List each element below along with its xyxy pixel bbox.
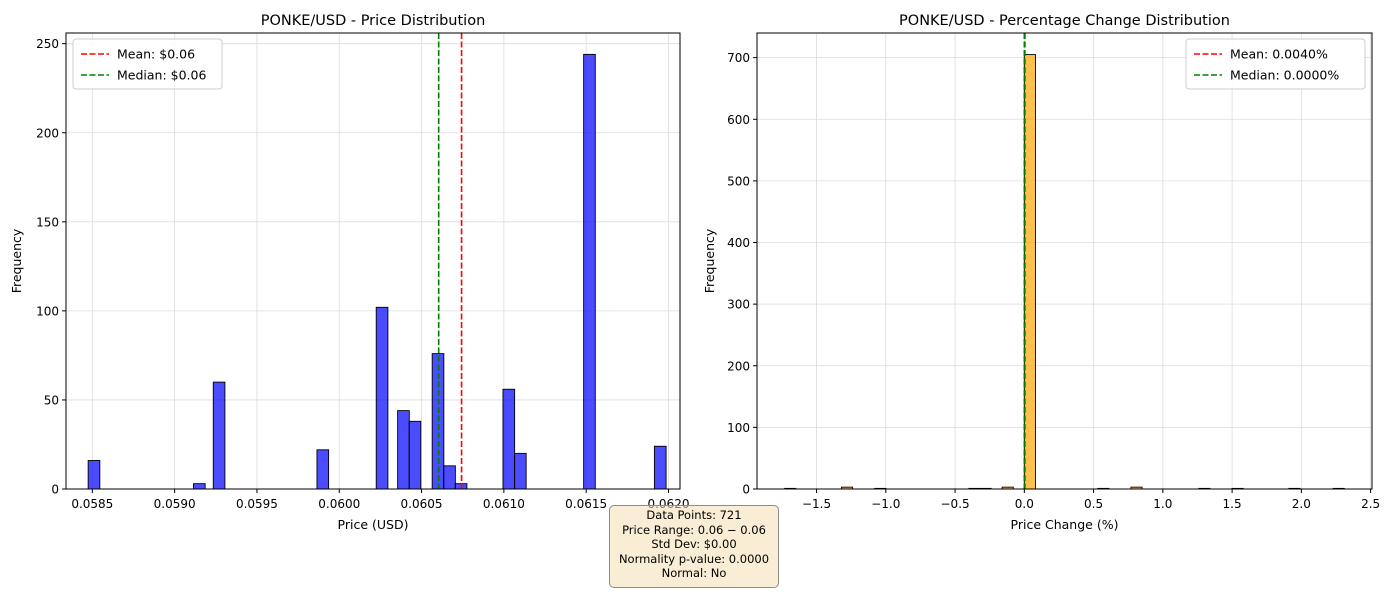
- legend-label: Median: $0.06: [117, 68, 206, 83]
- x-tick-label: −0.5: [941, 497, 970, 511]
- y-tick-label: 500: [727, 174, 750, 188]
- legend-box: [72, 38, 223, 90]
- stats-price-range: Price Range: 0.06 − 0.06: [622, 522, 766, 537]
- histogram-bar: [316, 449, 330, 490]
- y-tick-label: 300: [727, 298, 750, 312]
- axes-frame: [756, 32, 1373, 490]
- chart-title: PONKE/USD - Percentage Change Distributi…: [899, 13, 1230, 29]
- x-axis-label: Price (USD): [338, 517, 409, 532]
- stats-data-points: Data Points: 721: [646, 508, 742, 522]
- legend-label: Mean: $0.06: [117, 47, 195, 62]
- legend: Mean: $0.06 Median: $0.06: [72, 38, 223, 90]
- y-tick-label: 150: [36, 215, 59, 229]
- y-tick-label: 0: [51, 483, 59, 497]
- histogram-bar: [1023, 54, 1036, 490]
- x-tick-label: −1.0: [871, 497, 900, 511]
- stats-normality-p-value: Normality p-value: 0.0000: [618, 551, 770, 566]
- y-tick-label: 400: [727, 236, 750, 250]
- y-axis-label: Frequency: [702, 228, 717, 293]
- legend-label: Median: 0.0000%: [1230, 68, 1339, 83]
- x-tick-label: 0.0585: [71, 497, 113, 511]
- histogram-bar: [502, 388, 516, 490]
- chart-panel-pct: −1.5 −1.0 −0.5 0.0 0.5 1.0 1.5 2.0 2.5 0 100 200 300…: [702, 13, 1380, 532]
- stats-std-dev: Std Dev: $0.00: [651, 537, 737, 552]
- x-axis-label: Price Change (%): [1011, 517, 1119, 532]
- x-tick-label: 0.0610: [483, 497, 525, 511]
- x-tick-label: 0.0600: [318, 497, 360, 511]
- y-tick-label: 50: [44, 393, 59, 407]
- histogram-bar: [653, 445, 667, 490]
- chart-title: PONKE/USD - Price Distribution: [261, 13, 486, 29]
- histogram-bar: [408, 420, 422, 490]
- x-tick-label: 0.0590: [154, 497, 196, 511]
- histogram-bar: [514, 452, 527, 490]
- histogram-bar: [583, 53, 596, 490]
- legend-label: Mean: 0.0040%: [1230, 47, 1328, 62]
- y-tick-label: 200: [36, 126, 59, 140]
- histogram-bar: [397, 410, 410, 490]
- legend-box: [1185, 38, 1366, 90]
- y-tick-label: 200: [727, 359, 750, 373]
- y-axis-label: Frequency: [9, 228, 24, 293]
- histogram-bar: [375, 306, 389, 490]
- y-tick-label: 0: [742, 483, 750, 497]
- y-tick-label: 100: [727, 421, 750, 435]
- x-tick-label: 0.0605: [401, 497, 443, 511]
- x-tick-label: 2.5: [1361, 497, 1380, 511]
- x-tick-label: 2.0: [1292, 497, 1311, 511]
- legend: Mean: 0.0040% Median: 0.0000%: [1185, 38, 1366, 90]
- x-tick-label: 0.0595: [236, 497, 278, 511]
- x-tick-label: 1.5: [1223, 497, 1242, 511]
- x-tick-label: 0.5: [1084, 497, 1103, 511]
- stats-normal-flag: Normal: No: [661, 566, 727, 581]
- x-tick-label: 1.0: [1153, 497, 1172, 511]
- chart-panel-price: 0.0585 0.0590 0.0595 0.0600 0.0605 0.0610 0.06…: [9, 13, 689, 532]
- y-tick-label: 700: [727, 51, 750, 65]
- y-tick-label: 250: [36, 37, 59, 51]
- histogram-bar: [443, 465, 456, 490]
- histogram-bar: [193, 483, 206, 490]
- statistics-box: Data Points: 721 Price Range: 0.06 − 0.0…: [609, 505, 779, 588]
- axes-frame: [65, 32, 681, 490]
- histogram-bar: [87, 460, 101, 490]
- x-tick-label: 0.0615: [565, 497, 607, 511]
- x-tick-label: 0.0: [1015, 497, 1034, 511]
- y-tick-label: 100: [36, 304, 59, 318]
- y-tick-label: 600: [727, 113, 750, 127]
- x-tick-label: −1.5: [802, 497, 831, 511]
- histogram-bar: [212, 381, 226, 490]
